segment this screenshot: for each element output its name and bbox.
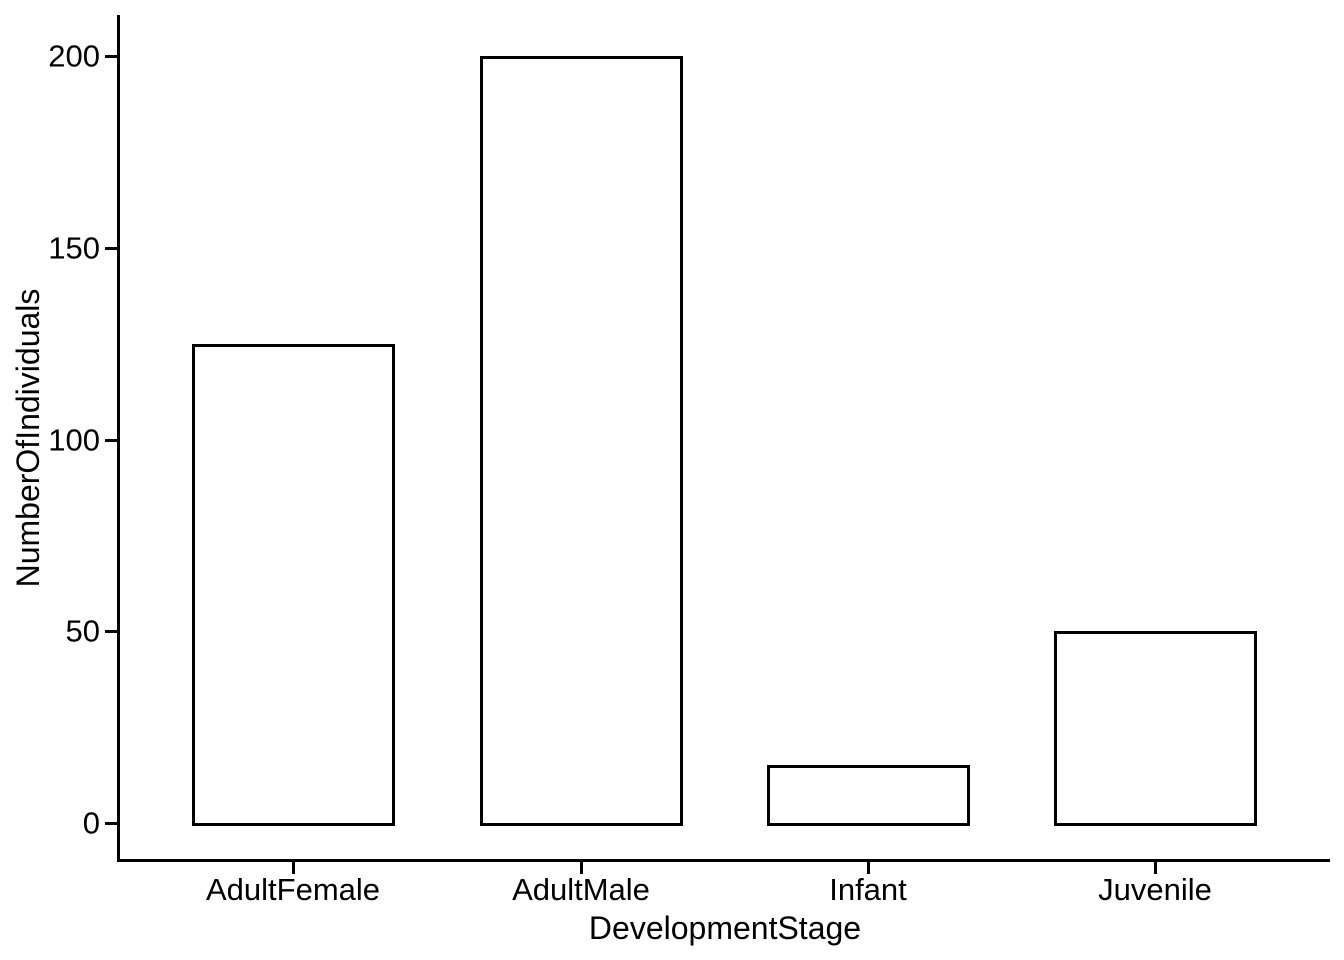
y-tick-50 xyxy=(105,630,117,633)
y-tick-label-50: 50 xyxy=(65,613,100,649)
x-tick-AdultFemale xyxy=(292,862,295,874)
y-tick-200 xyxy=(105,55,117,58)
y-tick-label-100: 100 xyxy=(48,422,100,458)
x-tick-Juvenile xyxy=(1154,862,1157,874)
x-tick-label-AdultFemale: AdultFemale xyxy=(205,872,381,907)
bar-AdultFemale xyxy=(192,344,395,826)
y-tick-150 xyxy=(105,247,117,250)
x-tick-Infant xyxy=(867,862,870,874)
y-axis-line xyxy=(117,15,120,862)
x-tick-AdultMale xyxy=(580,862,583,874)
y-tick-label-200: 200 xyxy=(48,38,100,74)
y-tick-0 xyxy=(105,822,117,825)
y-axis-title: NumberOfIndividuals xyxy=(10,288,46,588)
y-tick-label-150: 150 xyxy=(48,230,100,266)
x-tick-label-AdultMale: AdultMale xyxy=(512,872,650,907)
x-tick-label-Juvenile: Juvenile xyxy=(1098,872,1212,907)
y-tick-label-0: 0 xyxy=(82,805,100,841)
bar-AdultMale xyxy=(480,56,683,826)
bar-Juvenile xyxy=(1054,631,1257,826)
y-tick-100 xyxy=(105,439,117,442)
x-axis-title: DevelopmentStage xyxy=(588,910,862,946)
bar-Infant xyxy=(767,765,970,826)
x-tick-label-Infant: Infant xyxy=(829,872,907,907)
x-axis-line xyxy=(117,859,1330,862)
